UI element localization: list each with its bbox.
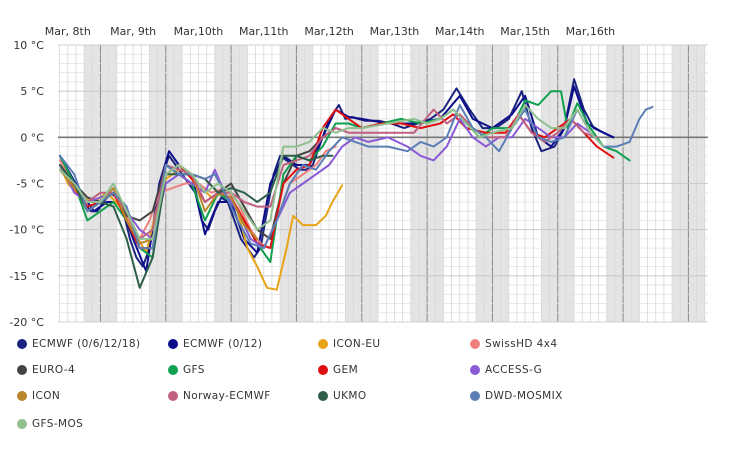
legend-item[interactable]: ECMWF (0/6/12/18)	[17, 336, 140, 352]
legend-item[interactable]: GEM	[318, 362, 358, 378]
grid-lines	[58, 44, 708, 323]
legend-color-dot	[17, 365, 27, 375]
y-tick-label: 0 °C	[20, 131, 44, 144]
axis-labels: 10 °C 5 °C 0 °C -5 °C -10 °C -15 °C -20 °C Mar,…	[9, 25, 615, 329]
y-tick-label: -10 °C	[9, 224, 44, 237]
legend-item[interactable]: DWD-MOSMIX	[470, 388, 563, 404]
legend-label: SwissHD 4x4	[485, 338, 558, 350]
x-tick-label: Mar,10th	[174, 25, 224, 38]
y-tick-label: 5 °C	[20, 85, 44, 98]
legend-label: EURO-4	[32, 364, 76, 376]
legend-color-dot	[470, 339, 480, 349]
legend-label: DWD-MOSMIX	[485, 390, 563, 402]
legend-label: ACCESS-G	[485, 364, 543, 376]
legend-color-dot	[168, 339, 178, 349]
x-tick-label: Mar, 8th	[45, 25, 91, 38]
y-tick-label: -15 °C	[9, 270, 44, 283]
legend-color-dot	[17, 419, 27, 429]
legend-color-dot	[17, 339, 27, 349]
legend-label: UKMO	[333, 390, 367, 402]
legend-color-dot	[318, 391, 328, 401]
legend-label: GEM	[333, 364, 359, 376]
temperature-chart: 10 °C 5 °C 0 °C -5 °C -10 °C -15 °C -20 °C Mar,…	[9, 25, 708, 329]
legend-label: ECMWF (0/6/12/18)	[32, 338, 141, 350]
legend-label: GFS-MOS	[32, 418, 84, 430]
x-tick-label: Mar,15th	[500, 25, 550, 38]
legend-item[interactable]: GFS-MOS	[17, 416, 83, 432]
legend-color-dot	[318, 365, 328, 375]
y-tick-label: -5 °C	[16, 178, 44, 191]
legend-item[interactable]: SwissHD 4x4	[470, 336, 557, 352]
legend-item[interactable]: ECMWF (0/12)	[168, 336, 262, 352]
x-tick-label: Mar, 9th	[110, 25, 156, 38]
legend-color-dot	[168, 365, 178, 375]
legend-color-dot	[17, 391, 27, 401]
legend-label: ECMWF (0/12)	[183, 338, 263, 350]
legend-item[interactable]: ICON	[17, 388, 60, 404]
legend: ECMWF (0/6/12/18) ECMWF (0/12) ICON-EU Swis…	[0, 330, 745, 440]
legend-item[interactable]: Norway-ECMWF	[168, 388, 271, 404]
legend-item[interactable]: GFS	[168, 362, 205, 378]
legend-color-dot	[318, 339, 328, 349]
legend-color-dot	[168, 391, 178, 401]
y-tick-label: 10 °C	[13, 39, 44, 52]
legend-label: Norway-ECMWF	[183, 390, 271, 402]
y-tick-label: -20 °C	[9, 316, 44, 329]
legend-item[interactable]: EURO-4	[17, 362, 75, 378]
x-tick-label: Mar,14th	[435, 25, 485, 38]
legend-label: ICON-EU	[333, 338, 381, 350]
series-line-12	[59, 104, 605, 240]
series-line-9	[59, 108, 598, 240]
legend-color-dot	[470, 365, 480, 375]
x-tick-label: Mar,11th	[239, 25, 289, 38]
legend-item[interactable]: ICON-EU	[318, 336, 380, 352]
series-line-7	[59, 117, 605, 250]
series-lines	[59, 78, 654, 291]
legend-label: ICON	[32, 390, 61, 402]
x-tick-label: Mar,12th	[304, 25, 354, 38]
x-tick-label: Mar,16th	[566, 25, 616, 38]
legend-color-dot	[470, 391, 480, 401]
legend-item[interactable]: UKMO	[318, 388, 367, 404]
legend-label: GFS	[183, 364, 205, 376]
legend-item[interactable]: ACCESS-G	[470, 362, 542, 378]
x-tick-label: Mar,13th	[370, 25, 420, 38]
